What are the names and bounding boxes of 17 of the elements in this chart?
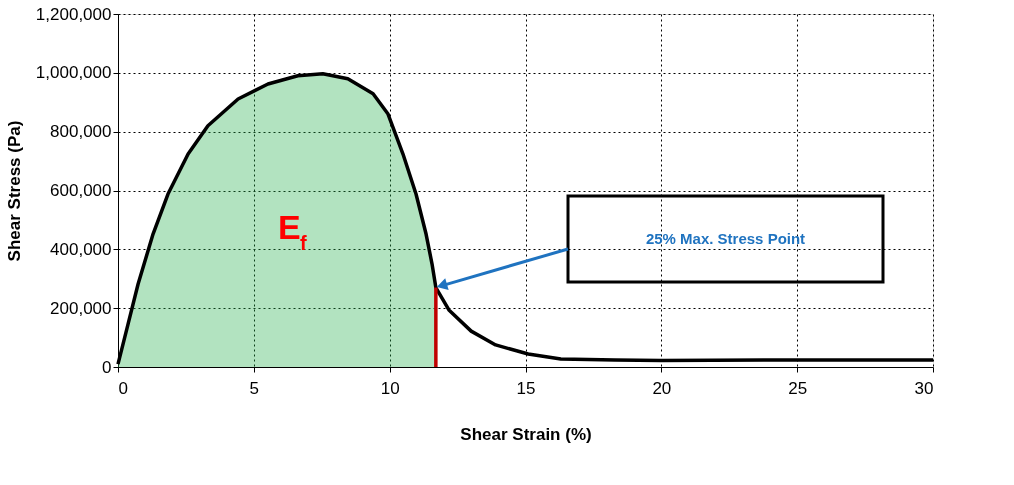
y-axis-title: Shear Stress (Pa) <box>4 120 24 262</box>
x-tick-label: 0 <box>118 378 128 398</box>
y-tick-label: 1,200,000 <box>35 4 112 24</box>
x-tick-label: 5 <box>249 378 260 398</box>
y-tick-label: 600,000 <box>50 181 112 200</box>
x-tick-label: 30 <box>914 378 934 398</box>
y-tick-label: 0 <box>102 357 112 377</box>
y-tick-label: 400,000 <box>50 239 112 259</box>
y-tick-label: 200,000 <box>50 298 112 318</box>
x-tick-label: 15 <box>516 378 536 398</box>
annotation: 25% Max. Stress Point <box>645 230 806 247</box>
x-tick-label: 25 <box>788 378 808 398</box>
y-tick-label: 1,000,000 <box>35 63 112 83</box>
y-tick-label: 800,000 <box>50 122 112 142</box>
x-tick-label: 10 <box>380 378 400 398</box>
x-axis-title: Shear Strain (%) <box>460 424 592 444</box>
x-tick-label: 20 <box>652 378 672 398</box>
